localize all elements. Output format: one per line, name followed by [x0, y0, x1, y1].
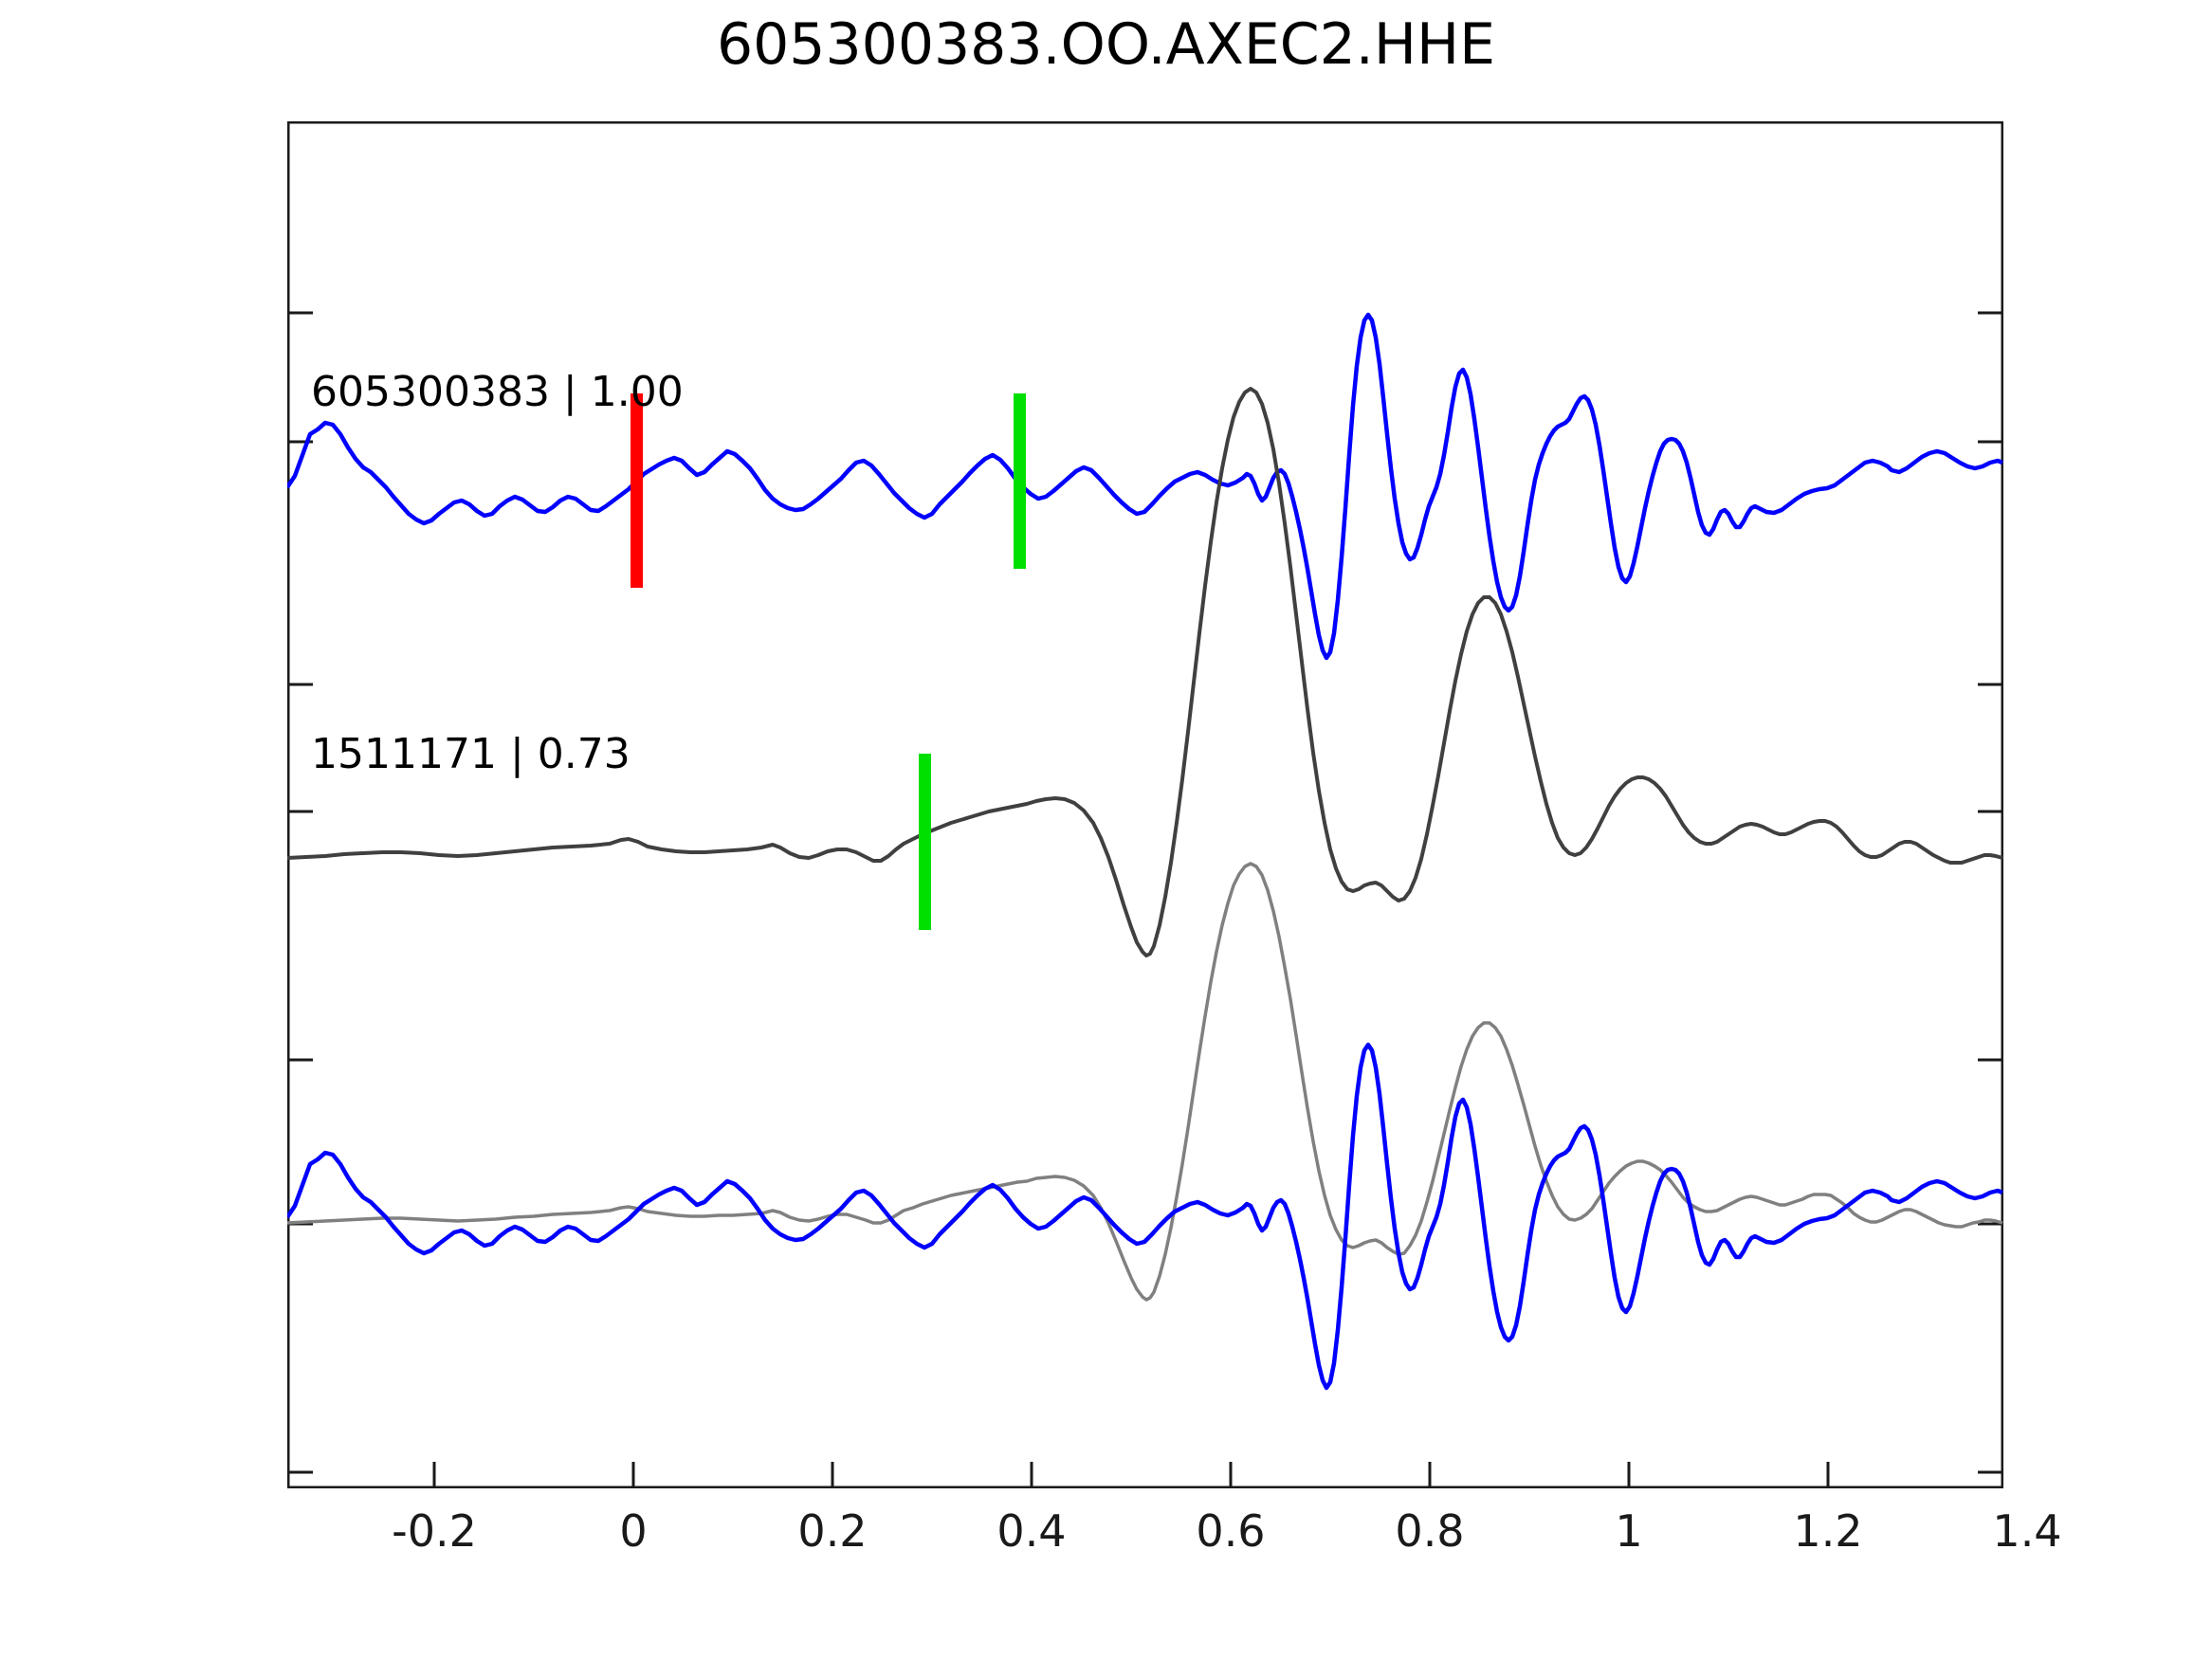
x-tick-label-0.4: 0.4 — [996, 1505, 1067, 1557]
plot-area — [287, 121, 2003, 1488]
s-pick-marker-trace2 — [919, 754, 931, 930]
page-title: 605300383.OO.AXEC2.HHE — [716, 11, 1496, 78]
x-tick-label-0.8: 0.8 — [1395, 1505, 1465, 1557]
trace-overlay-template — [287, 862, 2003, 1302]
y-ticks-right — [1978, 311, 2002, 1474]
x-tick-label-1: 1 — [1615, 1505, 1643, 1557]
p-pick-marker-trace1 — [631, 393, 643, 588]
plot-frame — [287, 121, 2003, 1488]
s-pick-marker-trace1 — [1014, 393, 1026, 569]
y-ticks-left — [288, 311, 313, 1474]
trace-label-template: 1511171 | 0.73 — [311, 730, 631, 778]
x-tick-label-0: 0 — [619, 1505, 648, 1557]
trace-observed — [287, 312, 2003, 661]
x-tick-label-0.6: 0.6 — [1196, 1505, 1266, 1557]
trace-template — [287, 387, 2003, 957]
x-tick-label--0.2: -0.2 — [392, 1505, 477, 1557]
trace-overlay-observed — [287, 1042, 2003, 1391]
trace-label-observed: 605300383 | 1.00 — [311, 368, 684, 416]
waveform-plot — [287, 121, 2003, 1488]
x-ticks — [432, 1462, 1830, 1487]
x-tick-label-1.4: 1.4 — [1992, 1505, 2062, 1557]
x-tick-label-1.2: 1.2 — [1793, 1505, 1863, 1557]
x-tick-label-0.2: 0.2 — [797, 1505, 868, 1557]
x-axis-labels: -0.2 0 0.2 0.4 0.6 0.8 1 1.2 1.4 — [0, 1505, 2212, 1572]
